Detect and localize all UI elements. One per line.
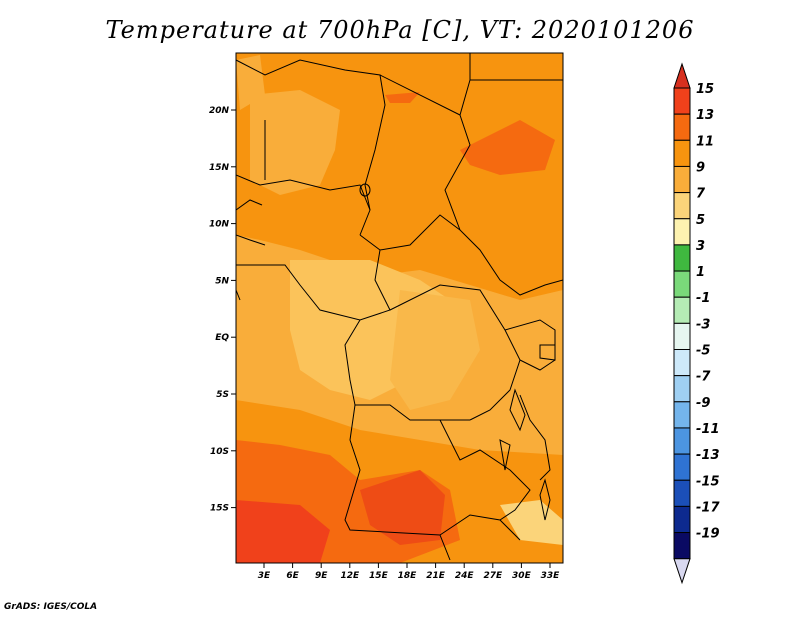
lon-tick-label: 30E xyxy=(512,571,532,581)
colorbar-segment xyxy=(673,505,691,534)
colorbar-segment xyxy=(673,192,691,220)
colorbar-segment xyxy=(673,296,691,324)
colorbar-segment xyxy=(673,139,691,167)
colorbar-label: -9 xyxy=(696,396,710,411)
field-9c-west xyxy=(236,55,265,110)
grads-credit: GrADS: IGES/COLA xyxy=(4,602,98,612)
colorbar-segment xyxy=(673,244,691,272)
lon-tick-label: 18E xyxy=(398,571,418,581)
longitude-axis: 3E 6E 9E 12E 15E 18E 21E 24E 27E 30E 33E xyxy=(258,563,560,581)
chart-title: Temperature at 700hPa [C], VT: 202010120… xyxy=(105,16,695,44)
colorbar-segment xyxy=(673,322,691,351)
colorbar-label: -17 xyxy=(696,500,720,515)
lat-tick-label: 5S xyxy=(216,390,229,400)
lat-tick-label: 10N xyxy=(209,220,230,230)
colorbar-top-arrow xyxy=(673,62,691,89)
colorbar-segment xyxy=(673,532,691,560)
colorbar-label: -13 xyxy=(696,448,720,463)
lon-tick-label: 9E xyxy=(315,571,328,581)
country-borders xyxy=(236,53,563,561)
colorbar-label: 9 xyxy=(696,160,705,175)
lat-tick-label: 5N xyxy=(215,276,229,286)
lon-tick-label: 6E xyxy=(286,571,299,581)
lon-tick-label: 3E xyxy=(258,571,271,581)
map-frame xyxy=(235,52,564,564)
colorbar-label: -15 xyxy=(696,474,720,489)
colorbar-bottom-arrow xyxy=(673,558,691,585)
field-8c-east xyxy=(390,290,480,410)
field-15c-southwest xyxy=(236,500,330,563)
colorbar-label: 7 xyxy=(696,187,706,202)
colorbar-label: -19 xyxy=(696,527,720,542)
colorbar-segment xyxy=(673,270,691,298)
latitude-axis: 20N 15N 10N 5N EQ 5S 10S 15S xyxy=(209,106,236,514)
lon-tick-label: 33E xyxy=(541,571,561,581)
lon-tick-label: 27E xyxy=(483,571,503,581)
colorbar-segment xyxy=(673,165,691,194)
colorbar-segment xyxy=(673,218,691,246)
field-13c-patch xyxy=(385,92,420,103)
colorbar-label: 13 xyxy=(696,108,714,123)
field-9c-sahel xyxy=(250,90,340,195)
colorbar-segment xyxy=(673,349,691,377)
colorbar-label: -11 xyxy=(696,422,720,437)
lat-tick-label: 15N xyxy=(209,163,230,173)
colorbar-segment xyxy=(673,453,691,481)
lon-tick-label: 12E xyxy=(340,571,360,581)
colorbar-label: -3 xyxy=(696,317,710,332)
colorbar-segment xyxy=(673,87,691,115)
colorbar-segment xyxy=(673,113,691,141)
colorbar: 15 13 11 9 7 5 3 1 -1 -3 -5 -7 -9 -11 -13 -15 -17 -19 xyxy=(673,62,720,585)
colorbar-label: 15 xyxy=(696,82,714,97)
colorbar-segment xyxy=(673,401,691,429)
lat-tick-label: 20N xyxy=(209,106,230,116)
colorbar-segment xyxy=(673,375,691,403)
colorbar-segment xyxy=(673,479,691,507)
lakes xyxy=(359,183,556,521)
field-13c-sudan xyxy=(460,120,555,175)
colorbar-label: -1 xyxy=(696,291,710,306)
lat-tick-label: EQ xyxy=(215,333,229,343)
colorbar-label: 11 xyxy=(696,134,714,149)
colorbar-label: 5 xyxy=(696,213,705,228)
lon-tick-label: 24E xyxy=(455,571,475,581)
lon-tick-label: 15E xyxy=(369,571,389,581)
colorbar-label: -5 xyxy=(696,344,710,359)
temperature-field xyxy=(236,53,563,563)
colorbar-label: 3 xyxy=(696,239,705,254)
field-15c-south-center xyxy=(360,470,445,545)
lat-tick-label: 15S xyxy=(210,504,229,514)
lon-tick-label: 21E xyxy=(426,571,446,581)
colorbar-label: 1 xyxy=(696,265,705,280)
colorbar-label: -7 xyxy=(696,370,711,385)
lat-tick-label: 10S xyxy=(210,447,229,457)
colorbar-segment xyxy=(673,427,691,455)
